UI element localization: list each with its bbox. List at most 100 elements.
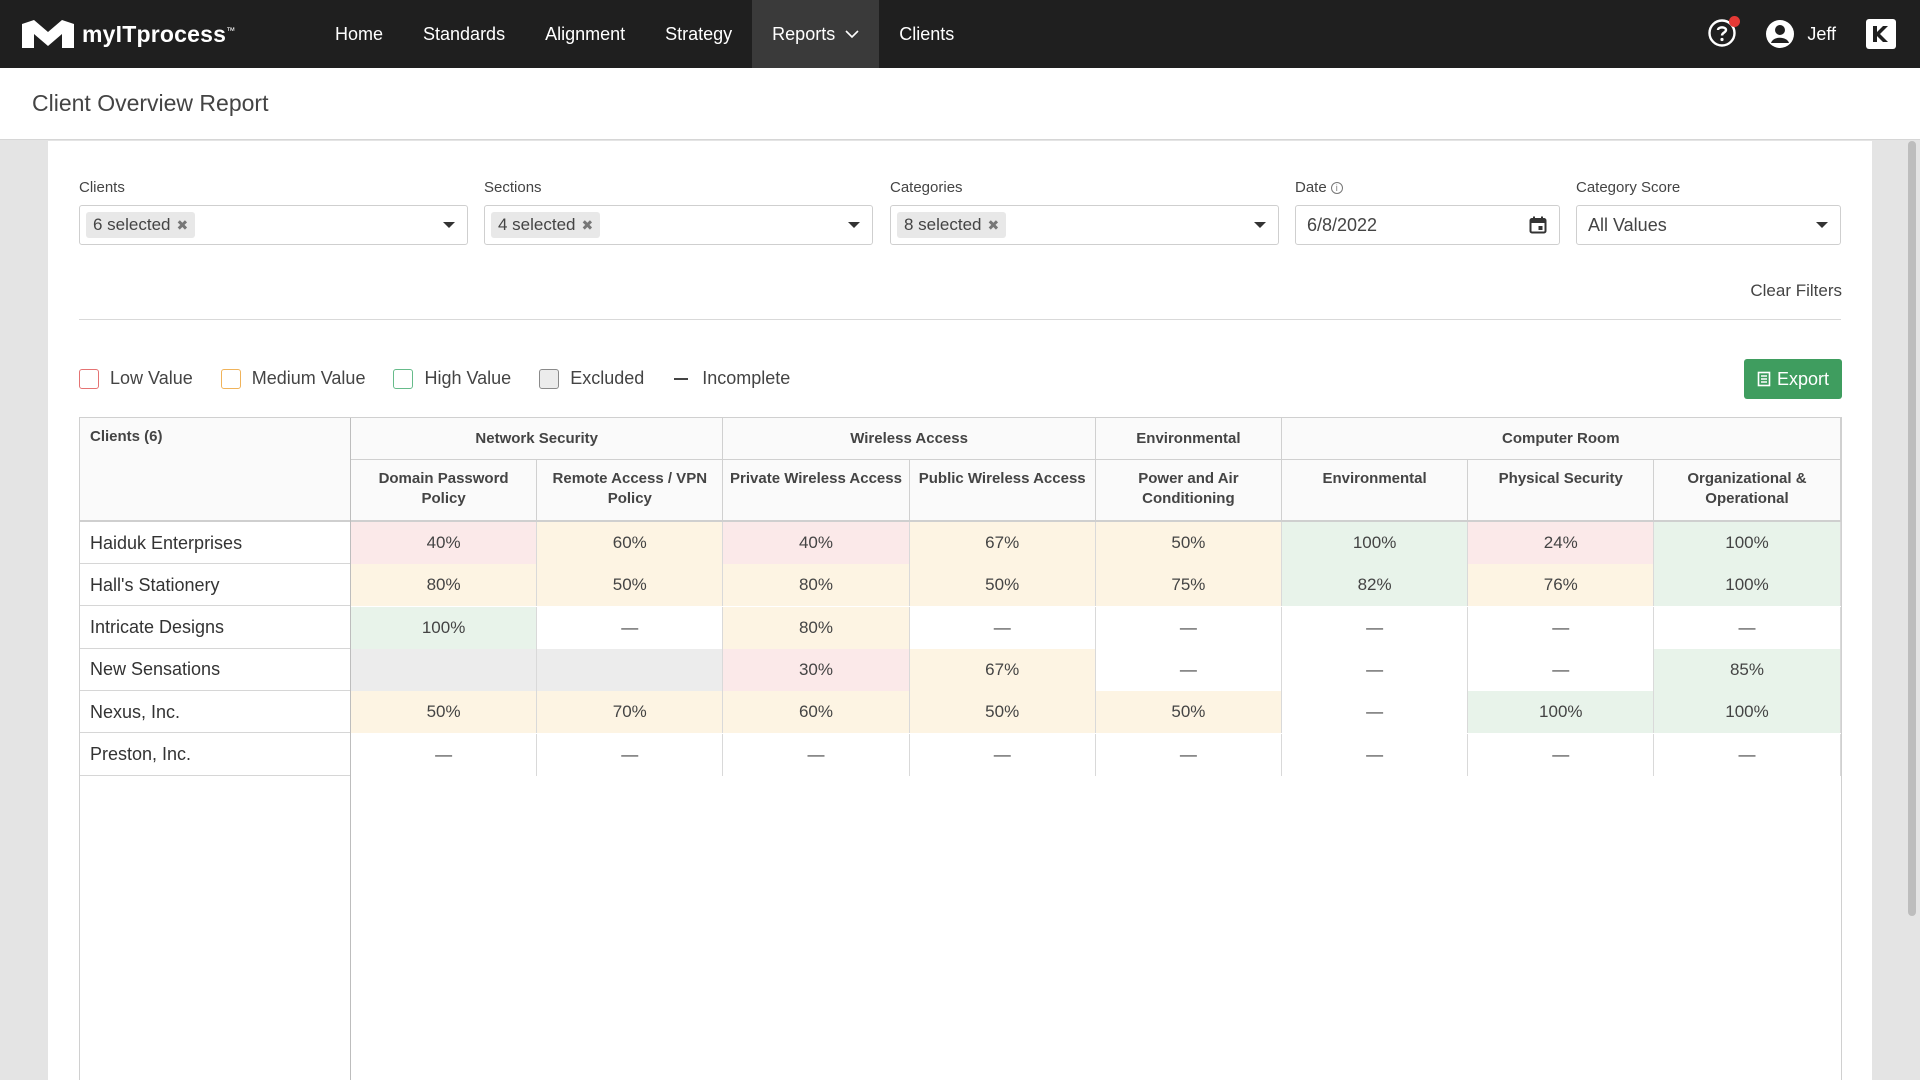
clear-filters-button[interactable]: Clear Filters xyxy=(1750,281,1842,300)
score-cell[interactable]: 24% xyxy=(1468,522,1655,564)
score-cell[interactable]: 100% xyxy=(1282,522,1469,564)
score-cell[interactable]: 40% xyxy=(723,522,910,564)
score-cell[interactable]: — xyxy=(1282,648,1469,691)
date-input[interactable]: 6/8/2022 xyxy=(1295,205,1560,245)
nav-clients[interactable]: Clients xyxy=(879,0,974,68)
score-cell[interactable]: — xyxy=(537,733,724,776)
score-cell[interactable]: 70% xyxy=(537,691,724,734)
client-name[interactable]: Hall's Stationery xyxy=(90,574,220,595)
score-cell[interactable]: 50% xyxy=(909,564,1096,607)
column-header[interactable]: Domain Password Policy xyxy=(351,460,538,521)
remove-chip-icon[interactable]: ✖ xyxy=(581,216,594,233)
filters-bar: Clients 6 selected ✖ Sections 4 selected ✖… xyxy=(79,179,1841,249)
score-cell[interactable]: 80% xyxy=(351,564,538,607)
logo[interactable]: myITprocess™ xyxy=(20,0,315,68)
column-header[interactable]: Remote Access / VPN Policy xyxy=(537,460,724,521)
nav-strategy-label: Strategy xyxy=(665,23,733,44)
vertical-scrollbar[interactable] xyxy=(1908,141,1916,916)
info-icon[interactable]: i xyxy=(1330,182,1343,194)
export-button[interactable]: Export xyxy=(1744,359,1842,399)
column-header[interactable]: Physical Security xyxy=(1468,460,1655,521)
legend-medium: Medium Value xyxy=(220,368,366,389)
client-name[interactable]: Intricate Designs xyxy=(90,617,225,638)
column-header[interactable]: Public Wireless Access xyxy=(909,460,1096,521)
user-menu[interactable]: Jeff xyxy=(1765,19,1836,49)
client-name[interactable]: Nexus, Inc. xyxy=(90,701,181,722)
category-score-select[interactable]: All Values xyxy=(1576,205,1841,245)
help-icon xyxy=(1708,19,1737,47)
score-cell[interactable]: — xyxy=(1654,733,1841,776)
legend: Low Value Medium Value High Value Exclud… xyxy=(79,368,818,389)
column-header[interactable]: Environmental xyxy=(1282,460,1469,521)
score-cell[interactable]: 50% xyxy=(1095,522,1282,564)
score-cell[interactable]: — xyxy=(1095,648,1282,691)
score-cell[interactable]: — xyxy=(537,606,724,649)
column-header[interactable]: Organizational & Operational xyxy=(1654,460,1841,521)
score-cell[interactable] xyxy=(351,648,538,691)
clients-select[interactable]: 6 selected ✖ xyxy=(79,205,468,245)
score-cell[interactable]: 100% xyxy=(1468,691,1655,734)
score-cell[interactable]: 75% xyxy=(1095,564,1282,607)
sections-filter: Sections 4 selected ✖ xyxy=(484,179,873,245)
nav-strategy[interactable]: Strategy xyxy=(645,0,752,68)
score-cell[interactable]: — xyxy=(1282,691,1469,734)
score-cell[interactable]: — xyxy=(1282,606,1469,649)
table-row: Preston, Inc. — — — — — — — — xyxy=(80,733,1841,776)
nav-home[interactable]: Home xyxy=(315,0,403,68)
client-name[interactable]: Haiduk Enterprises xyxy=(90,532,243,553)
score-cell[interactable]: 60% xyxy=(537,522,724,564)
score-cell[interactable]: 80% xyxy=(723,606,910,649)
score-cell[interactable]: — xyxy=(1654,606,1841,649)
score-cell[interactable]: — xyxy=(723,733,910,776)
score-cell[interactable]: 40% xyxy=(351,522,538,564)
score-cell[interactable]: 50% xyxy=(537,564,724,607)
column-header[interactable]: Private Wireless Access xyxy=(723,460,910,521)
score-cell[interactable]: — xyxy=(1468,648,1655,691)
remove-chip-icon[interactable]: ✖ xyxy=(176,216,189,233)
score-cell[interactable]: 67% xyxy=(909,648,1096,691)
score-cell[interactable]: 100% xyxy=(351,606,538,649)
score-cell[interactable]: 60% xyxy=(723,691,910,734)
score-cell[interactable]: — xyxy=(1282,733,1469,776)
score-cell[interactable]: 82% xyxy=(1282,564,1469,607)
client-name[interactable]: Preston, Inc. xyxy=(90,744,192,764)
score-cell[interactable]: — xyxy=(1095,606,1282,649)
sections-select[interactable]: 4 selected ✖ xyxy=(484,205,873,245)
score-cell[interactable]: — xyxy=(1095,733,1282,776)
score-cell[interactable]: 100% xyxy=(1654,691,1841,734)
score-cell[interactable]: 76% xyxy=(1468,564,1655,607)
nav-reports[interactable]: Reports xyxy=(752,0,880,68)
score-cell[interactable]: 50% xyxy=(909,691,1096,734)
score-cell[interactable]: 100% xyxy=(1654,564,1841,607)
score-cell[interactable]: 85% xyxy=(1654,648,1841,691)
column-header[interactable]: Power and Air Conditioning xyxy=(1095,460,1282,521)
score-cell[interactable]: 50% xyxy=(1095,691,1282,734)
remove-chip-icon[interactable]: ✖ xyxy=(987,216,1000,233)
categories-filter: Categories 8 selected ✖ xyxy=(890,179,1279,245)
score-cell[interactable]: 100% xyxy=(1654,522,1841,564)
calendar-icon[interactable] xyxy=(1529,216,1547,234)
logo-text: myITprocess™ xyxy=(82,20,236,47)
score-cell[interactable] xyxy=(537,648,724,691)
help-button[interactable] xyxy=(1707,16,1741,50)
score-cell[interactable]: 50% xyxy=(351,691,538,734)
nav-standards[interactable]: Standards xyxy=(403,0,525,68)
date-filter-label: Date i xyxy=(1295,179,1560,197)
score-cell[interactable]: 80% xyxy=(723,564,910,607)
legend-medium-label: Medium Value xyxy=(251,368,366,388)
score-cell[interactable]: — xyxy=(1468,606,1655,649)
column-group-header: Computer Room xyxy=(1282,418,1841,460)
client-name[interactable]: New Sensations xyxy=(90,659,221,680)
categories-select[interactable]: 8 selected ✖ xyxy=(890,205,1279,245)
score-cell[interactable]: — xyxy=(351,733,538,776)
score-cell[interactable]: — xyxy=(909,606,1096,649)
score-cell[interactable]: — xyxy=(1468,733,1655,776)
legend-low: Low Value xyxy=(79,368,193,389)
score-cell[interactable]: 67% xyxy=(909,522,1096,564)
header-divider xyxy=(80,520,1841,522)
score-cell[interactable]: — xyxy=(909,733,1096,776)
categories-chip: 8 selected ✖ xyxy=(897,212,1007,238)
kaseya-app-icon[interactable] xyxy=(1866,19,1896,49)
score-cell[interactable]: 30% xyxy=(723,648,910,691)
nav-alignment[interactable]: Alignment xyxy=(525,0,645,68)
